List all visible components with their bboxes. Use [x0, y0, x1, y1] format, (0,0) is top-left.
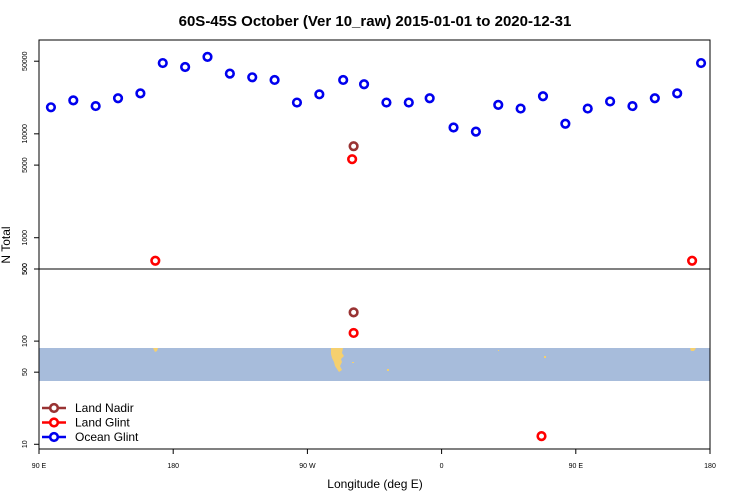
data-point-ocean-glint	[424, 93, 435, 104]
x-tick-label: 90 E	[569, 463, 584, 470]
legend-marker-land-glint	[48, 417, 60, 428]
legend-marker-ocean-glint	[48, 431, 60, 443]
data-point-ocean-glint	[135, 88, 146, 99]
x-tick-label: 90 E	[32, 463, 47, 470]
data-point-ocean-glint	[537, 91, 549, 102]
data-point-ocean-glint	[470, 126, 481, 137]
data-point-ocean-glint	[180, 61, 191, 73]
data-point-ocean-glint	[68, 95, 79, 106]
x-tick-label: 180	[167, 463, 179, 470]
data-point-ocean-glint	[604, 96, 616, 107]
data-point-ocean-glint	[112, 93, 124, 104]
ocean-band	[39, 348, 710, 381]
legend-marker-land-nadir	[48, 402, 60, 414]
data-point-ocean-glint	[157, 57, 168, 69]
y-tick-label: 5000	[22, 157, 29, 173]
data-point-ocean-glint	[493, 99, 504, 110]
x-tick-label: 90 W	[299, 463, 316, 470]
y-tick-label: 500	[22, 263, 29, 275]
chart-title: 60S-45S October (Ver 10_raw) 2015-01-01 …	[179, 13, 572, 30]
data-point-ocean-glint	[338, 74, 349, 86]
data-point-ocean-glint	[448, 122, 459, 133]
data-point-ocean-glint	[403, 97, 414, 108]
legend-label-ocean-glint: Ocean Glint	[75, 430, 139, 444]
data-point-ocean-glint	[582, 103, 593, 114]
data-point-ocean-glint	[45, 102, 57, 113]
x-tick-label: 0	[440, 463, 444, 470]
y-tick-label: 100	[22, 335, 29, 347]
data-point-ocean-glint	[515, 103, 526, 114]
data-point-ocean-glint	[247, 72, 258, 83]
land-shape-island-6	[498, 350, 499, 351]
y-tick-label: 10000	[22, 124, 29, 144]
land-shape-island-3	[352, 362, 354, 363]
land-shape-island-4	[387, 369, 389, 371]
data-point-land-glint	[348, 327, 359, 339]
data-point-ocean-glint	[202, 51, 213, 63]
x-axis: 90 E 180 90 W 0 90 E 180	[32, 449, 716, 470]
data-point-ocean-glint	[381, 97, 392, 108]
data-point-ocean-glint	[224, 68, 235, 79]
data-point-ocean-glint	[627, 100, 638, 112]
data-points	[45, 51, 707, 442]
data-point-land-glint	[150, 255, 161, 266]
x-axis-label: Longitude (deg E)	[327, 477, 422, 491]
data-point-ocean-glint	[358, 79, 370, 90]
data-point-ocean-glint	[560, 118, 571, 129]
x-tick-label: 180	[704, 463, 716, 470]
legend-label-land-glint: Land Glint	[75, 416, 130, 430]
y-tick-label: 10	[22, 440, 29, 448]
data-point-ocean-glint	[90, 100, 101, 112]
map-band	[39, 348, 710, 381]
land-shape-island-5	[544, 356, 546, 358]
legend-label-land-nadir: Land Nadir	[75, 401, 134, 415]
land-shape-south-america-tip	[331, 348, 344, 372]
land-shape-island-1	[153, 348, 158, 352]
data-point-ocean-glint	[672, 88, 683, 99]
panel-frames	[38, 39, 711, 450]
data-point-land-glint	[536, 431, 547, 442]
data-point-land-glint	[347, 154, 358, 165]
data-point-land-nadir	[348, 307, 359, 318]
data-point-ocean-glint	[269, 74, 280, 86]
data-point-land-nadir	[348, 141, 359, 152]
data-point-ocean-glint	[695, 57, 707, 69]
data-point-land-glint	[687, 255, 698, 266]
y-axis-label: N Total	[0, 226, 13, 263]
y-tick-label: 50000	[22, 51, 29, 71]
y-tick-label: 500	[22, 263, 29, 275]
y-tick-label: 1000	[22, 230, 29, 246]
data-point-ocean-glint	[291, 97, 303, 108]
y-tick-label: 50	[22, 368, 29, 376]
bottom-panel-frame	[38, 268, 711, 450]
data-point-ocean-glint	[649, 93, 660, 104]
data-point-ocean-glint	[314, 89, 325, 100]
land-shape-island-2	[690, 348, 696, 351]
